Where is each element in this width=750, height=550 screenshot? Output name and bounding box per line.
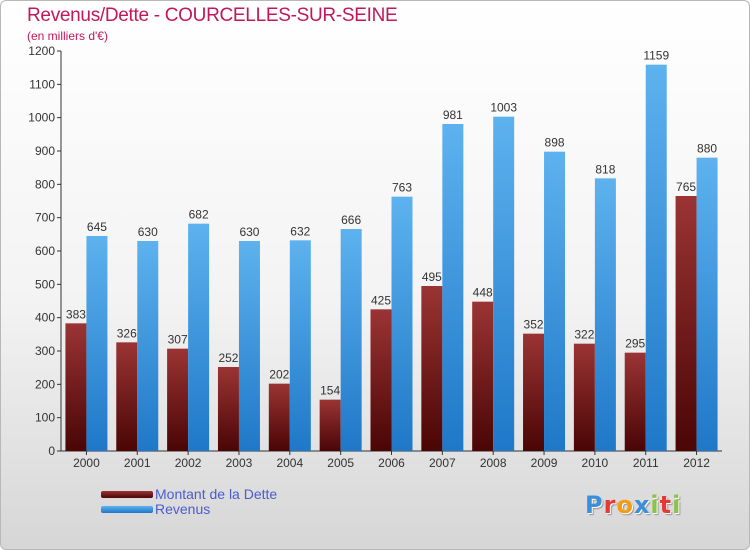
data-label-revenus: 630 — [239, 225, 259, 239]
data-label-dette: 495 — [422, 270, 442, 284]
legend-label-revenus: Revenus — [155, 501, 211, 517]
bar-revenus — [493, 116, 515, 452]
legend-item-debt: Montant de la Dette — [101, 486, 278, 502]
bar-revenus — [340, 229, 362, 451]
data-label-dette: 307 — [168, 333, 188, 347]
data-label-revenus: 632 — [290, 224, 310, 238]
chart-subtitle: (en milliers d'€) — [27, 29, 108, 43]
y-tick-label: 0 — [48, 444, 55, 458]
bar-dette — [370, 309, 392, 451]
bar-dette — [167, 348, 189, 451]
data-label-dette: 448 — [473, 286, 493, 300]
chart-bars — [65, 64, 718, 452]
data-label-revenus: 630 — [138, 225, 158, 239]
brand-logo-letter: r — [603, 491, 617, 519]
bar-revenus — [544, 151, 566, 451]
y-tick-label: 200 — [35, 377, 55, 391]
y-tick-label: 900 — [35, 144, 55, 158]
chart-title: Revenus/Dette - COURCELLES-SUR-SEINE — [27, 5, 398, 26]
brand-logo-letter: t — [659, 491, 673, 519]
legend-swatch-debt — [101, 490, 153, 498]
data-label-dette: 202 — [269, 368, 289, 382]
bar-dette — [268, 383, 290, 451]
x-tick-label: 2004 — [276, 456, 303, 470]
bar-dette — [523, 333, 545, 451]
x-tick-label: 2008 — [480, 456, 507, 470]
bar-revenus — [137, 241, 159, 451]
data-label-dette: 252 — [218, 351, 238, 365]
data-label-revenus: 818 — [595, 162, 615, 176]
y-tick-label: 1000 — [28, 111, 55, 125]
bar-dette — [65, 323, 87, 451]
data-label-revenus: 1159 — [643, 49, 669, 63]
bar-revenus — [391, 196, 413, 451]
data-label-revenus: 1003 — [490, 101, 517, 115]
bar-revenus — [594, 178, 616, 452]
x-tick-label: 2007 — [429, 456, 456, 470]
data-label-dette: 352 — [524, 318, 544, 332]
y-tick-label: 800 — [35, 177, 55, 191]
data-label-revenus: 645 — [87, 220, 107, 234]
bar-revenus — [188, 223, 210, 451]
brand-logo-letter: P — [585, 491, 604, 519]
x-tick-label: 2006 — [378, 456, 405, 470]
data-label-dette: 322 — [574, 328, 594, 342]
chart-data-labels: 383 326 307 252 202 154 425 495 448 352 322 295 765 6… — [66, 49, 718, 398]
x-tick-label: 2000 — [73, 456, 100, 470]
bar-dette — [573, 343, 595, 451]
x-tick-label: 2011 — [633, 456, 659, 470]
brand-logo-letter: i — [650, 491, 660, 519]
legend-label-debt: Montant de la Dette — [155, 486, 278, 502]
x-tick-label: 2002 — [175, 456, 202, 470]
bar-revenus — [289, 240, 311, 451]
bar-revenus — [645, 64, 667, 451]
y-tick-label: 500 — [35, 277, 55, 291]
data-label-dette: 765 — [676, 180, 696, 194]
data-label-revenus: 682 — [189, 208, 209, 222]
legend-swatch-revenus — [101, 505, 153, 513]
bar-dette — [421, 286, 443, 451]
y-tick-label: 400 — [35, 311, 55, 325]
brand-logo-letter: i — [672, 491, 682, 519]
bar-revenus — [86, 236, 108, 451]
data-label-revenus: 666 — [341, 213, 361, 227]
bar-dette — [319, 399, 341, 451]
bar-dette — [472, 301, 494, 451]
data-label-revenus: 763 — [392, 181, 412, 195]
y-tick-label: 300 — [35, 344, 55, 358]
y-tick-label: 1100 — [29, 77, 55, 91]
bar-revenus — [442, 124, 464, 451]
bar-dette — [624, 352, 646, 451]
data-label-revenus: 981 — [443, 108, 463, 122]
bar-dette — [217, 367, 239, 451]
data-label-revenus: 898 — [545, 136, 565, 150]
y-tick-label: 600 — [35, 244, 55, 258]
data-label-dette: 383 — [66, 307, 86, 321]
bar-revenus — [238, 241, 260, 451]
legend-item-revenus: Revenus — [101, 501, 211, 517]
x-tick-label: 2010 — [582, 456, 609, 470]
y-tick-label: 100 — [35, 411, 55, 425]
brand-logo-letter: o — [616, 491, 634, 519]
bar-dette — [116, 342, 138, 451]
bar-dette — [675, 196, 697, 451]
x-tick-label: 2001 — [124, 456, 151, 470]
data-label-dette: 154 — [320, 384, 340, 398]
data-label-dette: 326 — [117, 326, 137, 340]
y-tick-label: 1200 — [28, 44, 55, 58]
x-tick-label: 2009 — [531, 456, 558, 470]
data-label-dette: 425 — [371, 293, 391, 307]
brand-logo-letter: x — [633, 491, 651, 519]
x-tick-label: 2005 — [327, 456, 354, 470]
bar-revenus — [696, 157, 718, 451]
y-tick-label: 700 — [35, 211, 55, 225]
data-label-dette: 295 — [625, 337, 645, 351]
x-tick-label: 2003 — [226, 456, 253, 470]
x-tick-label: 2012 — [683, 456, 710, 470]
data-label-revenus: 880 — [697, 142, 717, 156]
